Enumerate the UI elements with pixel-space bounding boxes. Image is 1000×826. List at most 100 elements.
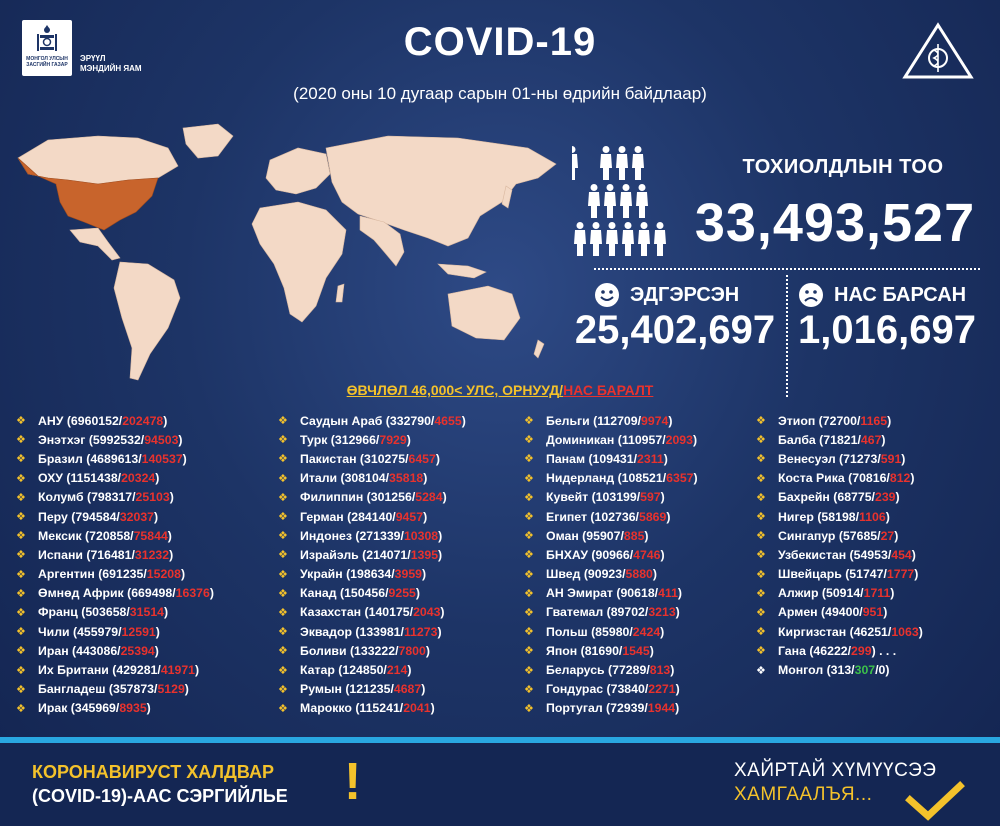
country-row: ❖ Гондурас (73840/2271) bbox=[524, 680, 698, 699]
country-deaths: 411 bbox=[658, 586, 678, 601]
diamond-bullet-icon: ❖ bbox=[524, 453, 534, 466]
country-row: ❖ Индонез (271339/10308) bbox=[278, 526, 466, 545]
country-name-cases: Итали (308104/ bbox=[300, 471, 390, 486]
country-row: ❖ Узбекистан (54953/454) bbox=[756, 545, 923, 564]
country-close: ) bbox=[178, 432, 183, 447]
country-row: ❖ Бахрейн (68775/239) bbox=[756, 488, 923, 507]
country-name-cases: Аргентин (691235/ bbox=[38, 567, 147, 582]
country-close: ) bbox=[155, 471, 160, 486]
stats-divider-vertical bbox=[786, 275, 788, 397]
country-row: ❖ Перу (794584/32037) bbox=[16, 507, 214, 526]
diamond-bullet-icon: ❖ bbox=[524, 606, 534, 619]
country-deaths: 239 bbox=[874, 490, 896, 505]
country-deaths: 5869 bbox=[638, 509, 667, 524]
country-name-cases: Швейцарь (51747/ bbox=[778, 567, 887, 582]
country-name-cases: БНХАУ (90966/ bbox=[546, 547, 634, 562]
diamond-bullet-icon: ❖ bbox=[524, 587, 534, 600]
diamond-bullet-icon: ❖ bbox=[524, 568, 534, 581]
country-name-cases: Саудын Араб (332790/ bbox=[300, 413, 435, 428]
country-name-cases: Боливи (133222/ bbox=[300, 643, 399, 658]
country-name-cases: Нидерланд (108521/ bbox=[546, 471, 667, 486]
country-close: ) bbox=[910, 471, 915, 486]
country-row: ❖ Аргентин (691235/15208) bbox=[16, 565, 214, 584]
country-name-cases: Эквадор (133981/ bbox=[300, 624, 404, 639]
diamond-bullet-icon: ❖ bbox=[278, 664, 288, 677]
asia-shape bbox=[325, 135, 557, 247]
country-close: ) bbox=[169, 547, 174, 562]
country-name-cases: Өмнөд Африк (669498/ bbox=[38, 586, 176, 601]
diamond-bullet-icon: ❖ bbox=[524, 664, 534, 677]
countries-banner: ӨВЧЛӨЛ 46,000< УЛС, ОРНУУД/НАС БАРАЛТ bbox=[346, 382, 654, 398]
country-name-cases: АНУ (6960152/ bbox=[38, 413, 123, 428]
country-deaths: 9255 bbox=[388, 586, 416, 601]
country-row: ❖ Япон (81690/1545) bbox=[524, 641, 698, 660]
country-close: ) bbox=[660, 547, 665, 562]
country-deaths: 299 bbox=[851, 643, 872, 658]
country-deaths: 202478 bbox=[122, 413, 164, 428]
country-row: ❖ Канад (150456/9255) bbox=[278, 584, 466, 603]
country-close: ) bbox=[438, 528, 443, 543]
sad-face-icon bbox=[799, 283, 823, 307]
country-name-cases: Колумб (798317/ bbox=[38, 490, 136, 505]
diamond-bullet-icon: ❖ bbox=[16, 626, 26, 639]
exclamation-icon: ! bbox=[344, 753, 362, 811]
diamond-bullet-icon: ❖ bbox=[756, 645, 766, 658]
country-row: ❖ Румын (121235/4687) bbox=[278, 680, 466, 699]
diamond-bullet-icon: ❖ bbox=[16, 587, 26, 600]
country-close: ) bbox=[881, 432, 886, 447]
country-column-4: ❖ Этиоп (72700/1165) ❖ Балба (71821/467) ❖ Ве… bbox=[756, 411, 923, 680]
country-close: ) bbox=[883, 605, 888, 620]
page-title: COVID-19 bbox=[403, 20, 597, 64]
india-shape bbox=[359, 215, 405, 267]
country-deaths: 1944 bbox=[647, 701, 676, 716]
country-recovered: 307 bbox=[854, 663, 876, 678]
country-deaths: 5129 bbox=[157, 682, 185, 697]
country-row: ❖ Нидерланд (108521/6357) bbox=[524, 469, 698, 488]
country-row: ❖ Марокко (115241/2041) bbox=[278, 699, 466, 718]
country-row: ❖ Өмнөд Африк (669498/16376) bbox=[16, 584, 214, 603]
country-name-cases: Индонез (271339/ bbox=[300, 528, 404, 543]
country-row: ❖ Боливи (133222/7800) bbox=[278, 641, 466, 660]
world-map bbox=[17, 123, 557, 381]
footer-divider bbox=[0, 737, 1000, 743]
country-deaths: 1395 bbox=[410, 547, 439, 562]
country-name-cases: Кувейт (103199/ bbox=[546, 490, 641, 505]
country-name-cases: Нигер (58198/ bbox=[778, 509, 860, 524]
country-close: ) . . . bbox=[871, 643, 897, 658]
country-close: ) bbox=[421, 682, 426, 697]
country-row: ❖ Украйн (198634/3959) bbox=[278, 565, 466, 584]
diamond-bullet-icon: ❖ bbox=[524, 530, 534, 543]
country-deaths: 214 bbox=[386, 663, 408, 678]
country-row: ❖ Армен (49400/951) bbox=[756, 603, 923, 622]
country-deaths: 1545 bbox=[622, 643, 650, 658]
soyombo-emblem-icon bbox=[34, 24, 60, 54]
new-zealand-shape bbox=[533, 339, 545, 359]
government-logo: МОНГОЛ УЛСЫН ЗАСГИЙН ГАЗАР bbox=[22, 20, 72, 76]
checkmark-icon bbox=[905, 781, 965, 821]
country-name-cases: Беларусь (77289/ bbox=[546, 663, 650, 678]
country-deaths: 1063 bbox=[891, 624, 919, 639]
diamond-bullet-icon: ❖ bbox=[756, 587, 766, 600]
country-close: ) bbox=[918, 624, 923, 639]
country-row: ❖ Алжир (50914/1711) bbox=[756, 584, 923, 603]
country-row: ❖ Киргизстан (46251/1063) bbox=[756, 622, 923, 641]
deaths-value: 1,016,697 bbox=[798, 308, 976, 352]
diamond-bullet-icon: ❖ bbox=[278, 511, 288, 524]
country-deaths: 1165 bbox=[860, 413, 888, 428]
country-deaths: 4746 bbox=[633, 547, 661, 562]
diamond-bullet-icon: ❖ bbox=[756, 626, 766, 639]
country-row: ❖ Сингапур (57685/27) bbox=[756, 526, 923, 545]
country-name-cases: Израйэль (214071/ bbox=[300, 547, 411, 562]
country-deaths: 32037 bbox=[119, 509, 155, 524]
country-close: ) bbox=[435, 451, 440, 466]
country-row: ❖ Израйэль (214071/1395) bbox=[278, 545, 466, 564]
country-deaths: 454 bbox=[891, 547, 912, 562]
diamond-bullet-icon: ❖ bbox=[756, 415, 766, 428]
country-name-cases: Коста Рика (70816/ bbox=[778, 471, 890, 486]
central-america-shape bbox=[69, 227, 121, 261]
country-close: ) bbox=[693, 471, 698, 486]
country-close: ) bbox=[901, 451, 906, 466]
country-close: ) bbox=[164, 605, 169, 620]
country-name-cases: Иран (443086/ bbox=[38, 643, 121, 658]
diamond-bullet-icon: ❖ bbox=[16, 645, 26, 658]
